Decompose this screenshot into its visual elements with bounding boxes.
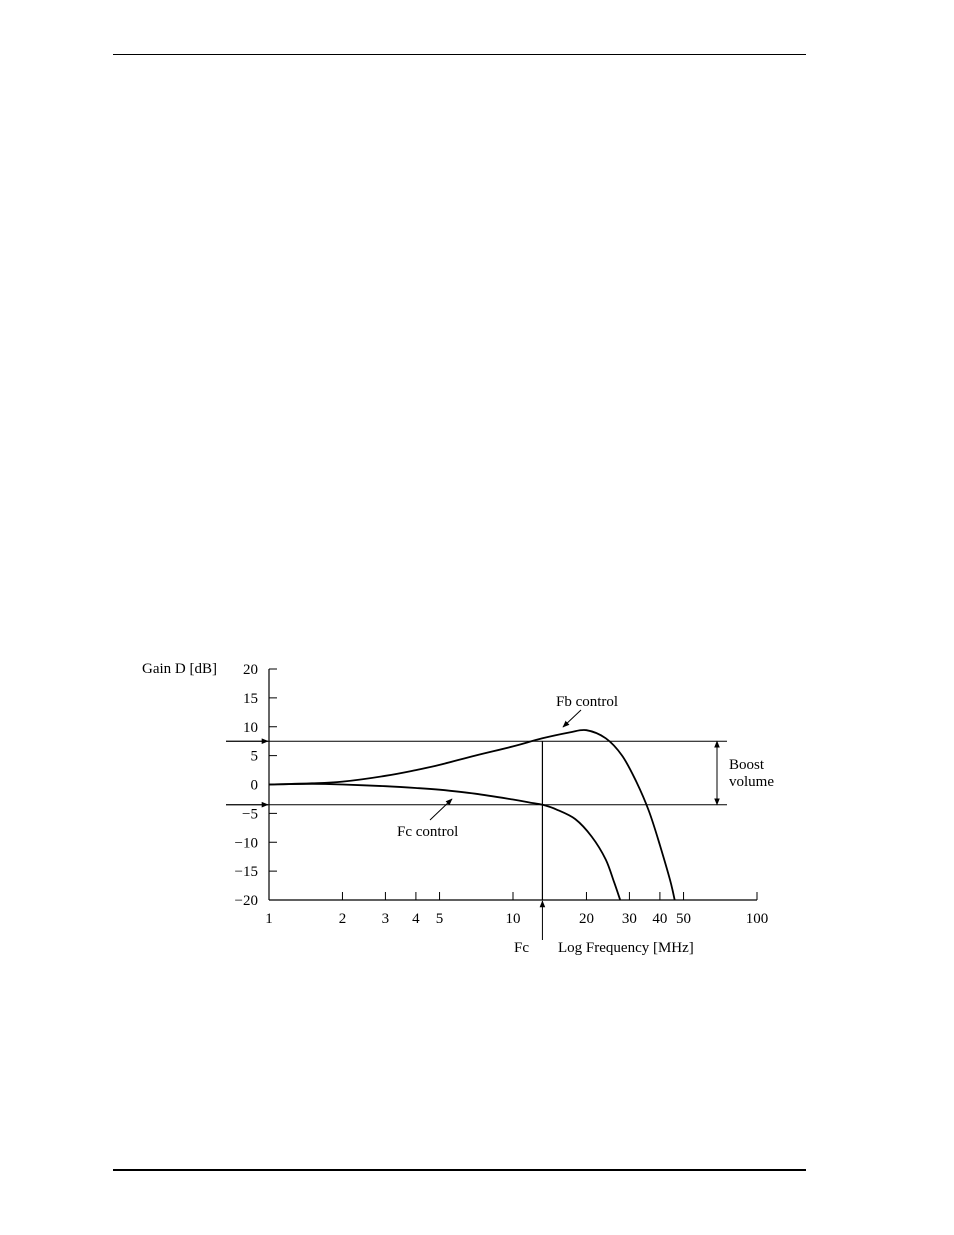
x-tick-label: 50 [676, 911, 691, 927]
y-tick-label: −5 [242, 806, 258, 822]
footer-rule [113, 1169, 806, 1171]
series-line-fc-control [268, 782, 622, 901]
x-tick-label: 40 [652, 911, 667, 927]
y-tick-label: −15 [235, 864, 258, 880]
x-tick-label: 4 [412, 911, 420, 927]
y-tick-label: 10 [243, 720, 258, 736]
curves-layer [268, 729, 676, 901]
annotation-layer: Gain D [dB] Log Frequency [MHz] Fb contr… [142, 661, 774, 956]
y-tick-label: 15 [243, 691, 258, 707]
x-tick-label: 1 [265, 911, 273, 927]
header-rule [113, 54, 806, 55]
x-tick-label: 100 [746, 911, 769, 927]
x-tick-label: 2 [339, 911, 347, 927]
fc-marker-label: Fc [514, 940, 529, 956]
y-tick-label: 5 [251, 749, 259, 765]
x-axis-label: Log Frequency [MHz] [558, 940, 694, 956]
boost-label-line1: Boost [729, 757, 765, 773]
y-axis-label: Gain D [dB] [142, 661, 217, 677]
boost-label-line2: volume [729, 774, 774, 790]
y-tick-label: −20 [235, 893, 258, 909]
x-tick-label: 30 [622, 911, 637, 927]
fc-control-callout-arrow [429, 798, 453, 821]
x-tick-label: 20 [579, 911, 594, 927]
y-tick-label: −10 [235, 835, 258, 851]
y-tick-label: 20 [243, 662, 258, 678]
y-tick-label: 0 [251, 778, 259, 794]
x-tick-label: 3 [382, 911, 390, 927]
x-tick-label: 10 [506, 911, 521, 927]
series-line-fb-control [268, 729, 676, 901]
fc-control-label: Fc control [397, 824, 458, 840]
fb-control-callout-arrow [562, 709, 582, 728]
x-tick-label: 5 [436, 911, 444, 927]
fb-control-label: Fb control [556, 694, 618, 710]
